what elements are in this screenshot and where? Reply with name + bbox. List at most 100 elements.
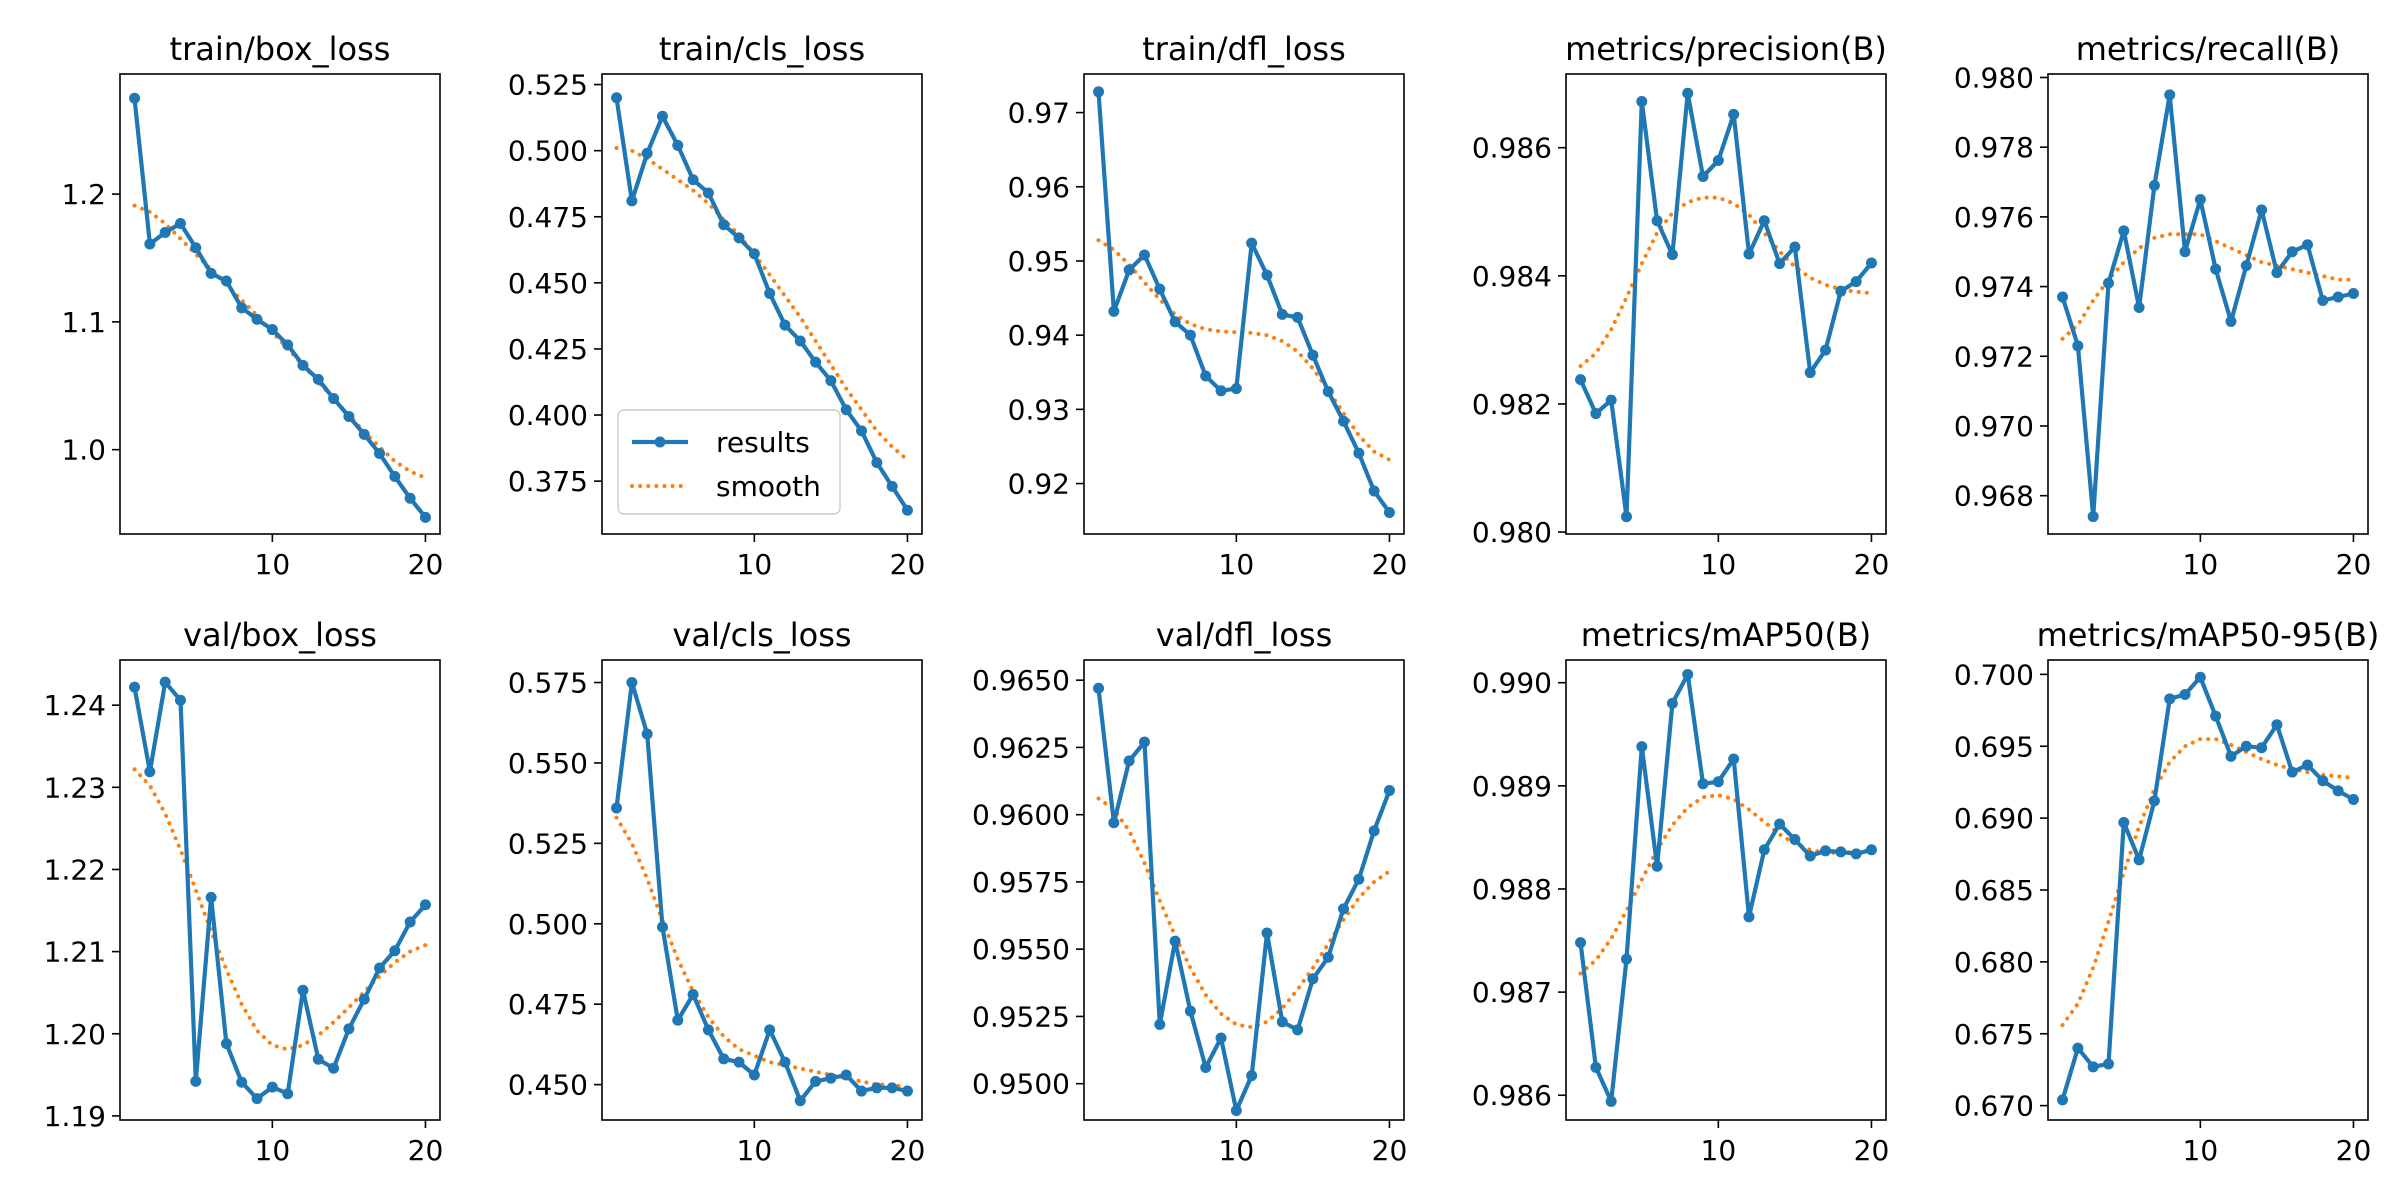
results-point	[1322, 951, 1334, 963]
subplot-title: train/cls_loss	[659, 30, 865, 68]
smooth-line	[1096, 796, 1392, 1030]
results-point	[389, 945, 401, 957]
legend-results-marker	[654, 436, 666, 448]
x-tick-label: 20	[1372, 548, 1408, 581]
y-tick-label: 0.400	[508, 399, 588, 432]
results-point	[2286, 246, 2298, 258]
y-tick-label: 1.1	[61, 306, 106, 339]
results-point	[1774, 818, 1786, 830]
results-point	[236, 1076, 248, 1088]
results-point	[2179, 246, 2191, 258]
results-point	[1138, 249, 1150, 261]
results-point	[886, 480, 898, 492]
results-point	[825, 1072, 837, 1084]
results-point	[1682, 87, 1694, 99]
x-tick-label: 10	[737, 1134, 773, 1167]
subplot-title: val/box_loss	[183, 616, 377, 654]
y-tick-label: 0.980	[1954, 61, 2034, 94]
subplot-3: metrics/precision(B) 0.980 0.982 0.984 0.986…	[1472, 30, 1889, 581]
results-point	[1712, 776, 1724, 788]
results-point	[626, 677, 638, 689]
results-point	[656, 921, 668, 933]
results-point	[2194, 193, 2206, 205]
y-tick-label: 0.550	[508, 747, 588, 780]
legend-results-label: results	[716, 426, 810, 459]
results-point	[297, 359, 309, 371]
y-tick-label: 1.23	[44, 771, 106, 804]
x-tick-label: 10	[1701, 1134, 1737, 1167]
subplot-1: train/cls_loss 0.375 0.400 0.425 0.450 0.475 0…	[508, 30, 925, 581]
results-point	[1184, 329, 1196, 341]
results-point	[1774, 258, 1786, 270]
results-point	[748, 248, 760, 260]
results-point	[1169, 935, 1181, 947]
x-tick-label: 10	[737, 548, 773, 581]
results-point	[2271, 267, 2283, 279]
results-point	[190, 1075, 202, 1087]
results-point	[1108, 305, 1120, 317]
y-tick-label: 0.968	[1954, 480, 2034, 513]
y-tick-label: 0.680	[1954, 946, 2034, 979]
x-tick-label: 10	[255, 548, 291, 581]
results-point	[840, 404, 852, 416]
results-point	[687, 989, 699, 1001]
y-tick-label: 1.24	[44, 689, 106, 722]
results-point	[2317, 775, 2329, 787]
results-point	[1697, 171, 1709, 183]
results-point	[2148, 180, 2160, 192]
results-point	[1666, 697, 1678, 709]
y-tick-label: 0.690	[1954, 802, 2034, 835]
smooth-line	[2060, 737, 2356, 1028]
x-tick-label: 10	[1219, 548, 1255, 581]
results-point	[2179, 689, 2191, 700]
results-point	[2256, 204, 2268, 216]
results-point	[297, 984, 309, 996]
smooth-line	[1578, 195, 1874, 369]
results-point	[1353, 447, 1365, 459]
results-point	[1276, 1016, 1288, 1028]
y-tick-label: 1.20	[44, 1018, 106, 1051]
y-tick-label: 0.974	[1954, 271, 2034, 304]
results-point	[1093, 682, 1105, 694]
results-point	[1758, 215, 1770, 227]
results-point	[702, 1024, 714, 1036]
results-point	[1261, 927, 1273, 939]
results-point	[901, 1085, 913, 1097]
results-point	[220, 1038, 232, 1050]
results-point	[764, 1024, 776, 1036]
y-tick-label: 0.685	[1954, 874, 2034, 907]
results-point	[733, 232, 745, 244]
results-point	[312, 1053, 324, 1065]
results-point	[1123, 264, 1135, 276]
results-point	[2087, 511, 2099, 523]
results-point	[1261, 269, 1273, 281]
results-point	[1804, 850, 1816, 862]
results-point	[1666, 249, 1678, 261]
y-tick-label: 0.93	[1008, 393, 1070, 426]
results-point	[2240, 740, 2252, 752]
legend: results smooth	[617, 409, 841, 515]
x-tick-label: 20	[890, 1134, 926, 1167]
results-line	[132, 680, 428, 1101]
results-point	[1575, 937, 1587, 949]
results-line	[1096, 687, 1392, 1113]
results-point	[159, 226, 171, 238]
results-point	[871, 1082, 883, 1094]
results-point	[1712, 154, 1724, 166]
results-point	[1292, 311, 1304, 323]
x-tick-label: 20	[2336, 1134, 2372, 1167]
results-point	[2256, 742, 2268, 754]
y-tick-label: 0.972	[1954, 340, 2034, 373]
results-point	[1138, 736, 1150, 748]
results-point	[2118, 225, 2130, 237]
axes-frame	[1565, 73, 1887, 535]
results-point	[810, 356, 822, 368]
y-tick-label: 0.9650	[972, 664, 1070, 697]
results-point	[718, 1053, 730, 1065]
results-point	[2057, 1094, 2069, 1106]
y-tick-label: 0.500	[508, 135, 588, 168]
results-point	[419, 511, 431, 523]
results-point	[1246, 1070, 1258, 1082]
results-point	[871, 457, 883, 469]
y-tick-label: 0.425	[508, 333, 588, 366]
